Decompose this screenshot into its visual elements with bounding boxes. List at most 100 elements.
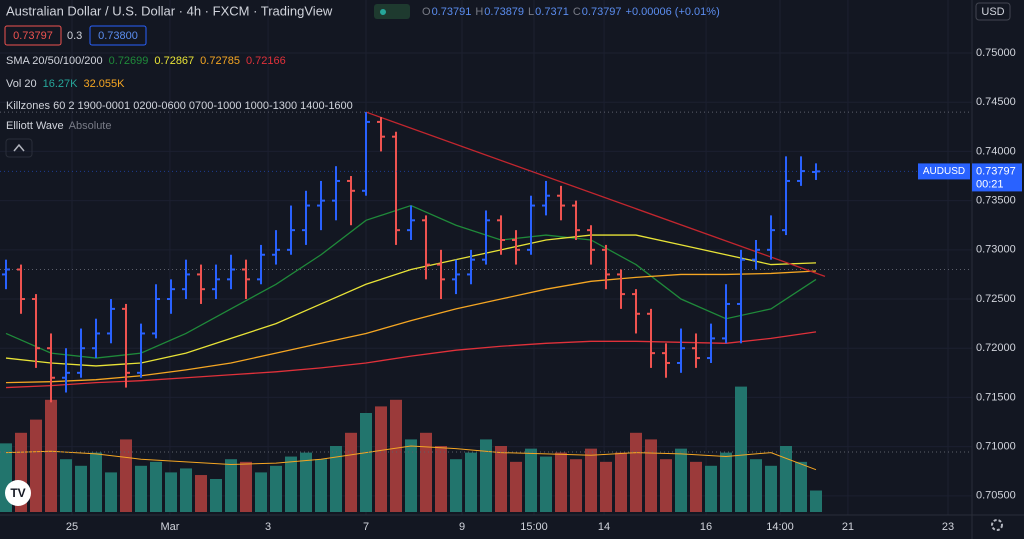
ohlc-value: 0.73797 (582, 6, 622, 18)
plot-area (0, 0, 972, 515)
volume-bar (540, 456, 552, 512)
logo-mark: TV (10, 486, 25, 500)
volume-bar (240, 461, 252, 512)
x-tick-label: 14 (598, 521, 610, 533)
volume-bar (780, 446, 792, 512)
volume-bar (195, 475, 207, 512)
indicator-label: Elliott Wave (6, 120, 64, 132)
sma-value: 0.72699 (109, 55, 149, 67)
volume-bar (60, 459, 72, 512)
logo[interactable] (5, 480, 31, 506)
ohlc-value: 0.73791 (432, 6, 472, 18)
volume-bar (795, 461, 807, 512)
volume-bar (270, 465, 282, 512)
volume-bar (315, 459, 327, 512)
ohlc-value: 0.73879 (484, 6, 524, 18)
volume-bar (120, 439, 132, 512)
volume-bar (615, 452, 627, 512)
currency[interactable]: USD (981, 6, 1004, 18)
collapse-icon (13, 143, 25, 152)
change: +0.00006 (+0.01%) (626, 6, 720, 18)
volume-bar (405, 439, 417, 512)
volume-bar (345, 432, 357, 512)
volume-bar (30, 419, 42, 512)
bid-box[interactable] (4, 25, 62, 46)
currency-button[interactable] (975, 2, 1011, 21)
ask-price[interactable]: 0.73800 (98, 30, 138, 42)
price-tag-value: 0.73797 (976, 165, 1016, 177)
collapse-button[interactable] (5, 138, 33, 158)
volume-bar (225, 459, 237, 512)
y-tick-label: 0.74500 (976, 96, 1016, 108)
volume-bar (555, 452, 567, 512)
symbol-tag (918, 163, 970, 180)
volume-value: 32.055K (83, 78, 125, 90)
ohlc-label: L (528, 6, 534, 18)
y-tick-label: 0.74000 (976, 145, 1016, 157)
y-tick-label: 0.71000 (976, 441, 1016, 453)
volume-bar (735, 386, 747, 512)
x-tick-label: 16 (700, 521, 712, 533)
volume-bar (375, 406, 387, 512)
volume-bar (90, 452, 102, 512)
y-tick-label: 0.72000 (976, 342, 1016, 354)
volume-bar (135, 465, 147, 512)
volume-bar (285, 456, 297, 512)
ohlc-label: O (422, 6, 431, 18)
symbol-name: AUDUSD (923, 166, 965, 177)
countdown: 00:21 (976, 178, 1004, 190)
trendline (365, 111, 826, 278)
volume-bar (600, 461, 612, 512)
volume-bar (645, 439, 657, 512)
x-tick-label: 23 (942, 521, 954, 533)
volume-bar (510, 461, 522, 512)
volume-bar (300, 452, 312, 512)
indicator-setting: Absolute (69, 120, 112, 132)
y-tick-label: 0.73000 (976, 244, 1016, 256)
volume-value: 16.27K (43, 78, 79, 90)
volume-bar (210, 479, 222, 512)
volume-bar (570, 459, 582, 512)
volume-bar (660, 459, 672, 512)
x-tick-label: 3 (265, 521, 271, 533)
volume-bar (750, 459, 762, 512)
volume-bar (585, 448, 597, 512)
y-tick-label: 0.73500 (976, 195, 1016, 207)
volume-bar (705, 465, 717, 512)
volume-bar (450, 459, 462, 512)
sma-value: 0.72785 (200, 55, 240, 67)
settings-icon[interactable] (991, 519, 1003, 531)
ohlc-value: 0.7371 (535, 6, 569, 18)
volume-bar (630, 432, 642, 512)
ask-box[interactable] (89, 25, 147, 46)
spread: 0.3 (67, 30, 82, 42)
sma-value: 0.72166 (246, 55, 286, 67)
volume-bar (465, 452, 477, 512)
x-tick-label: 14:00 (766, 521, 794, 533)
volume-bar (105, 472, 117, 512)
volume-bar (435, 446, 447, 512)
indicator-label: Killzones 60 2 1900-0001 0200-0600 0700-… (6, 100, 353, 112)
volume-bar (420, 432, 432, 512)
volume-bar (675, 448, 687, 512)
ohlc-label: H (475, 6, 483, 18)
volume-bar (45, 399, 57, 512)
volume-bar (330, 446, 342, 512)
price-tag (972, 163, 1022, 192)
ohlc-label: C (573, 6, 581, 18)
market-status[interactable] (374, 4, 410, 19)
bid-price[interactable]: 0.73797 (13, 30, 53, 42)
y-tick-label: 0.75000 (976, 47, 1016, 59)
x-tick-label: 9 (459, 521, 465, 533)
x-tick-label: 15:00 (520, 521, 548, 533)
volume-bar (525, 448, 537, 512)
chart-title: Australian Dollar / U.S. Dollar · 4h · F… (6, 3, 333, 18)
volume-bar (720, 452, 732, 512)
volume-bar (165, 472, 177, 512)
volume-bar (150, 461, 162, 512)
volume-bar (390, 399, 402, 512)
volume-bar (255, 472, 267, 512)
x-tick-label: 7 (363, 521, 369, 533)
volume-bar (360, 413, 372, 512)
